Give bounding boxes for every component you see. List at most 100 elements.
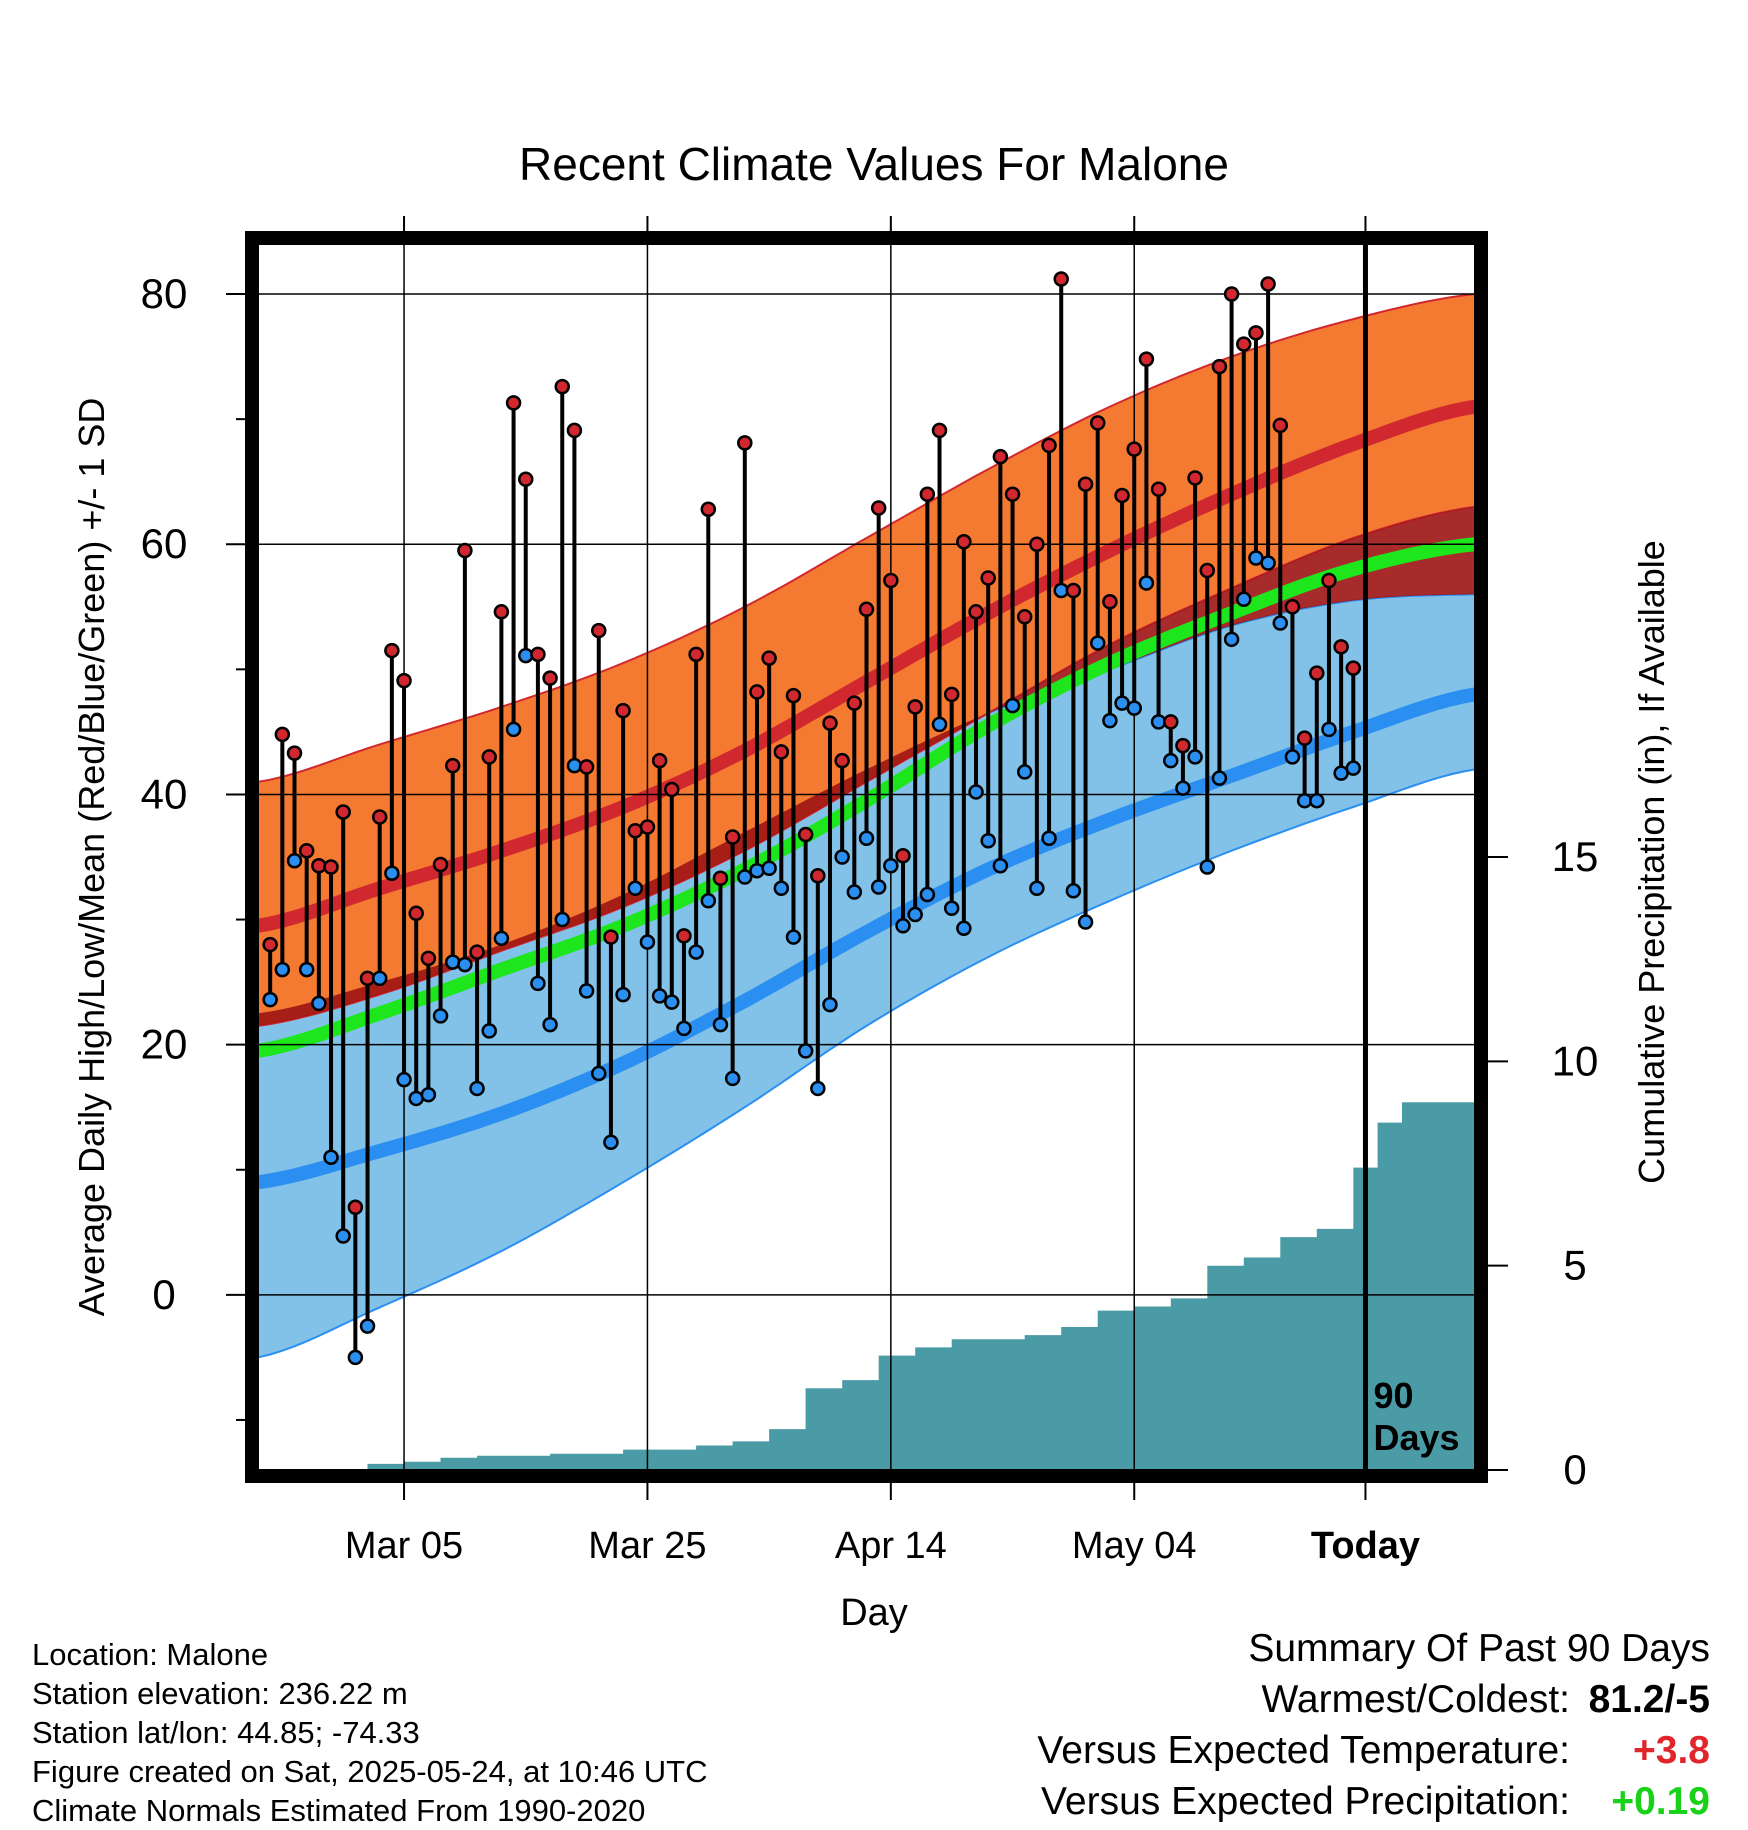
high-point xyxy=(1065,582,1082,599)
high-point xyxy=(1126,441,1142,457)
low-point xyxy=(846,884,863,900)
low-point xyxy=(323,1149,339,1165)
low-point xyxy=(797,1043,814,1059)
high-point xyxy=(785,687,802,704)
plot-frame xyxy=(245,231,1488,1483)
high-point xyxy=(578,759,595,775)
x-tick-label: Mar 05 xyxy=(345,1525,463,1567)
high-point xyxy=(919,486,936,502)
low-point xyxy=(1065,883,1082,899)
low-point xyxy=(688,944,704,960)
summary-label: Warmest/Coldest: xyxy=(1261,1678,1570,1721)
low-point xyxy=(712,1016,729,1033)
high-point xyxy=(1187,470,1203,486)
low-point xyxy=(1089,635,1106,651)
low-point xyxy=(493,930,510,947)
low-point xyxy=(676,1020,692,1037)
high-point xyxy=(420,950,437,967)
low-point xyxy=(347,1349,364,1366)
summary-row-extremes: Warmest/Coldest: 81.2/-5 xyxy=(890,1674,1710,1725)
low-point xyxy=(384,865,400,882)
low-point xyxy=(785,929,802,945)
low-point xyxy=(469,1080,485,1097)
high-point xyxy=(1223,286,1240,302)
x-tick-label: May 04 xyxy=(1072,1525,1197,1567)
low-normal-line xyxy=(258,687,1475,1190)
low-point xyxy=(457,956,473,973)
y-tick-label: 60 xyxy=(141,520,188,567)
low-point xyxy=(432,1008,449,1024)
high-point xyxy=(493,604,510,620)
low-point xyxy=(1029,880,1045,897)
high-point xyxy=(1199,562,1216,579)
low-point xyxy=(895,918,911,934)
low-point xyxy=(992,858,1009,874)
low-point xyxy=(1077,914,1094,930)
low-point xyxy=(1016,764,1033,780)
low-point xyxy=(615,986,631,1003)
high-point xyxy=(968,604,984,620)
high-point xyxy=(1114,487,1130,504)
high-point xyxy=(286,745,303,761)
low-point xyxy=(262,991,278,1008)
summary-row-precipitation: Versus Expected Precipitation: +0.19 xyxy=(890,1776,1710,1827)
high-point xyxy=(1029,536,1045,552)
high-point xyxy=(530,646,546,663)
high-point xyxy=(688,646,704,663)
low-point xyxy=(907,906,923,923)
high-point xyxy=(907,699,923,715)
high-point xyxy=(1236,336,1252,352)
high-point xyxy=(517,471,534,487)
low-point xyxy=(1041,830,1057,846)
y2-axis-label: Cumulative Precipitation (in), If Availa… xyxy=(1631,540,1672,1184)
high-point xyxy=(591,622,607,639)
high-point xyxy=(566,422,583,439)
low-point xyxy=(749,863,765,879)
high-point xyxy=(347,1199,364,1216)
high-point xyxy=(870,500,887,516)
low-point xyxy=(359,1318,376,1334)
high-point xyxy=(1345,660,1362,676)
low-point xyxy=(396,1071,412,1088)
low-point xyxy=(1199,859,1216,875)
high-point xyxy=(858,601,875,618)
low-point xyxy=(639,934,656,950)
y2-tick-label: 0 xyxy=(1563,1446,1586,1493)
high-point xyxy=(1321,572,1337,589)
x-tick-label: Apr 14 xyxy=(835,1525,947,1567)
summary-value: +3.8 xyxy=(1633,1729,1710,1772)
high-point xyxy=(457,542,473,559)
high-point xyxy=(1296,730,1313,746)
high-point xyxy=(396,672,412,689)
high-point xyxy=(384,642,400,659)
y-tick-label: 0 xyxy=(152,1271,175,1318)
high-point xyxy=(749,684,765,700)
high-point xyxy=(822,715,838,731)
high-point xyxy=(931,422,948,439)
high-point xyxy=(469,944,485,960)
high-point xyxy=(603,929,619,945)
location-text: Location: Malone xyxy=(32,1637,269,1672)
high-point xyxy=(615,702,631,719)
low-point xyxy=(761,860,777,877)
high-point xyxy=(956,533,972,550)
high-point xyxy=(651,752,668,769)
high-point xyxy=(992,448,1009,465)
high-point xyxy=(432,856,449,873)
low-point xyxy=(724,1070,741,1087)
high-point xyxy=(1163,714,1179,730)
high-point xyxy=(481,749,497,765)
low-point xyxy=(335,1228,351,1244)
low-point xyxy=(603,1134,619,1150)
low-point xyxy=(420,1086,437,1103)
high-point xyxy=(298,842,315,859)
high-point xyxy=(1272,417,1289,434)
low-point xyxy=(444,954,461,970)
low-point xyxy=(1309,792,1325,809)
high-point xyxy=(408,905,424,922)
high-point xyxy=(274,726,291,743)
station-info: Location: Malone Station elevation: 236.… xyxy=(32,1635,708,1830)
high-point xyxy=(335,804,351,820)
high-point xyxy=(1041,437,1057,454)
y-tick-label: 80 xyxy=(141,270,188,317)
